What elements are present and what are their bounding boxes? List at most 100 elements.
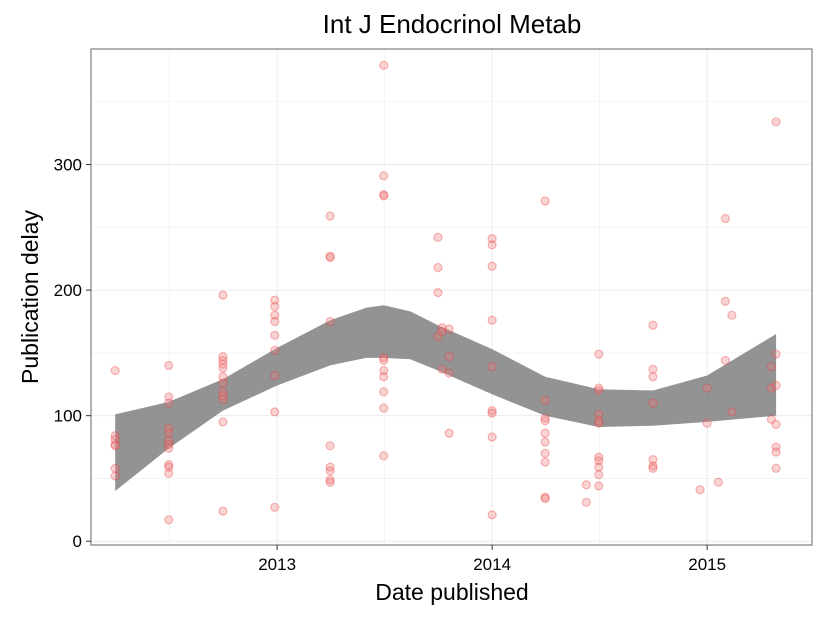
data-point — [648, 320, 658, 330]
data-point — [218, 378, 228, 388]
data-point — [325, 477, 335, 487]
data-point — [594, 462, 604, 472]
data-point — [540, 493, 550, 504]
data-point — [218, 355, 228, 366]
data-point — [487, 315, 497, 325]
data-point — [379, 60, 389, 70]
data-point — [648, 398, 658, 408]
data-point — [540, 492, 550, 502]
data-point — [433, 288, 443, 298]
data-point — [487, 408, 497, 418]
data-point — [379, 451, 389, 461]
data-point — [766, 383, 776, 393]
data-point — [433, 232, 443, 242]
x-tick-label: 2014 — [473, 555, 511, 574]
data-point — [487, 261, 497, 271]
data-point — [594, 383, 604, 393]
data-point — [771, 419, 781, 430]
data-point — [594, 349, 604, 359]
data-point — [487, 240, 497, 250]
data-point — [648, 461, 658, 471]
data-point — [110, 365, 120, 376]
data-point — [487, 510, 497, 520]
data-point — [540, 457, 550, 467]
data-point — [325, 251, 335, 261]
data-point — [270, 370, 280, 381]
data-point — [771, 117, 781, 127]
data-point — [540, 448, 550, 458]
minor-gridlines — [91, 49, 812, 545]
data-point — [218, 363, 228, 373]
data-point — [720, 213, 731, 224]
data-point — [218, 290, 228, 300]
data-point — [379, 171, 389, 181]
data-point — [487, 432, 497, 442]
data-point — [270, 310, 280, 320]
data-point — [594, 418, 604, 428]
data-point — [648, 364, 658, 374]
data-point — [218, 352, 228, 362]
data-point — [164, 462, 174, 472]
data-point — [164, 468, 174, 479]
smooth-confidence-band — [115, 305, 777, 491]
data-point — [270, 345, 280, 355]
x-tick-label: 2013 — [258, 555, 296, 574]
data-point — [695, 485, 705, 495]
data-point — [444, 428, 454, 438]
data-point — [110, 463, 120, 474]
y-axis-ticks: 0 100 200 300 — [54, 156, 91, 551]
data-point — [594, 409, 604, 420]
data-point — [379, 372, 389, 382]
data-point — [218, 506, 228, 516]
y-tick-label: 200 — [54, 281, 82, 300]
data-point — [164, 398, 174, 408]
data-point — [379, 355, 389, 366]
x-axis-ticks: 2013 2014 2015 — [258, 545, 726, 574]
data-point — [379, 190, 389, 200]
data-point — [727, 407, 737, 417]
data-point — [379, 365, 389, 376]
data-point — [325, 211, 335, 221]
y-tick-label: 0 — [73, 532, 82, 551]
data-point — [648, 463, 658, 474]
chart-title: Int J Endocrinol Metab — [323, 9, 582, 39]
data-point — [720, 296, 731, 306]
data-point — [270, 330, 280, 340]
data-point — [218, 394, 228, 404]
data-point — [325, 441, 335, 451]
x-tick-label: 2015 — [688, 555, 726, 574]
data-point — [444, 324, 454, 334]
data-point — [540, 428, 550, 438]
data-point — [270, 301, 280, 312]
data-point — [487, 406, 497, 416]
data-point — [594, 416, 604, 426]
plot-border — [90, 48, 813, 546]
data-point — [325, 252, 335, 263]
y-axis-label: Publication delay — [17, 210, 43, 384]
data-point — [444, 368, 454, 378]
data-point — [487, 362, 497, 372]
data-point — [110, 441, 120, 451]
data-point — [702, 418, 712, 428]
data-point — [648, 455, 658, 465]
data-point — [581, 497, 591, 507]
data-point — [487, 234, 497, 244]
data-point — [218, 372, 228, 382]
data-point — [110, 439, 120, 450]
data-point — [702, 383, 712, 393]
data-point — [218, 359, 228, 369]
data-point — [270, 502, 280, 512]
data-point — [164, 436, 174, 446]
data-point — [771, 463, 781, 474]
data-point — [218, 387, 228, 397]
data-points — [110, 60, 781, 525]
data-point — [594, 481, 604, 491]
y-tick-label: 100 — [54, 407, 82, 426]
data-point — [270, 295, 280, 305]
data-point — [594, 452, 604, 462]
data-point — [218, 417, 228, 427]
data-point — [594, 385, 604, 396]
data-point — [648, 372, 658, 382]
data-point — [110, 434, 120, 445]
